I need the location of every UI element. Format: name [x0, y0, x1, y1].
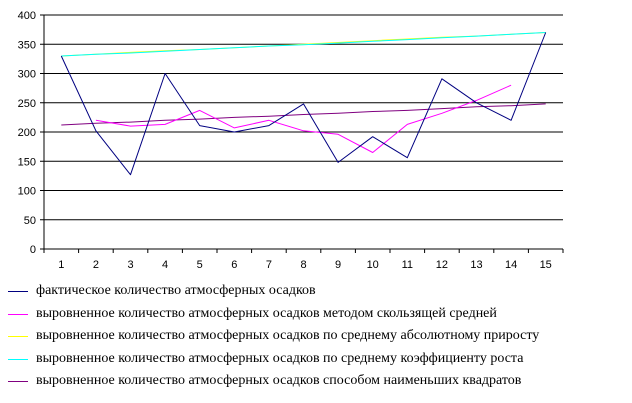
legend-swatch — [8, 381, 28, 382]
legend-item: выровненное количество атмосферных осадк… — [0, 348, 632, 371]
y-tick-label: 0 — [30, 244, 36, 256]
y-tick-label: 250 — [18, 98, 36, 110]
y-tick-label: 200 — [18, 127, 36, 139]
gridlines — [44, 14, 563, 221]
legend-label: выровненное количество атмосферных осадк… — [36, 350, 524, 366]
legend-swatch — [8, 336, 28, 337]
x-tick-label: 10 — [367, 259, 379, 271]
legend-item: выровненное количество атмосферных осадк… — [0, 303, 632, 326]
x-tick-label: 6 — [231, 259, 237, 271]
legend-label: фактическое количество атмосферных осадк… — [36, 283, 316, 298]
y-tick-label: 300 — [18, 69, 36, 81]
series-lines — [60, 32, 547, 176]
x-tick-label: 1 — [58, 259, 64, 271]
legend-swatch — [8, 358, 28, 360]
series-line — [61, 32, 546, 57]
legend-label: выровненное количество атмосферных осадк… — [36, 305, 497, 321]
series-line — [60, 32, 547, 176]
legend: фактическое количество атмосферных осадк… — [0, 280, 632, 393]
x-tick-label: 8 — [300, 259, 306, 271]
x-tick-label: 4 — [162, 259, 168, 271]
y-tick-label: 400 — [18, 10, 36, 22]
x-tick-labels: 1 2 3 4 5 6 7 8 9 10 11 12 13 14 15 — [58, 259, 552, 271]
y-tick-label: 150 — [18, 156, 36, 168]
x-tick-label: 14 — [505, 259, 517, 271]
x-tick-label: 12 — [436, 259, 448, 271]
legend-item: выровненное количество атмосферных осадк… — [0, 370, 632, 393]
x-tick-label: 9 — [335, 259, 341, 271]
x-tick-label: 3 — [127, 259, 133, 271]
legend-swatch — [8, 291, 28, 292]
legend-label: выровненное количество атмосферных осадк… — [36, 373, 522, 388]
legend-item: фактическое количество атмосферных осадк… — [0, 280, 632, 303]
y-tick-label: 50 — [24, 215, 36, 227]
legend-swatch — [8, 313, 28, 315]
series-line — [61, 103, 546, 126]
y-tick-label: 350 — [18, 39, 36, 51]
x-tick-label: 7 — [266, 259, 272, 271]
series-line — [95, 84, 512, 153]
x-tick-label: 2 — [93, 259, 99, 271]
x-tick-label: 11 — [402, 259, 413, 271]
axes — [40, 14, 564, 253]
y-tick-label: 100 — [18, 186, 36, 198]
x-tick-label: 15 — [540, 259, 552, 271]
x-tick-label: 5 — [197, 259, 203, 271]
legend-item: выровненное количество атмосферных осадк… — [0, 325, 632, 348]
y-tick-labels: 0 50 100 150 200 250 300 350 400 — [18, 10, 36, 256]
x-tick-label: 13 — [470, 259, 482, 271]
legend-label: выровненное количество атмосферных осадк… — [36, 328, 540, 343]
